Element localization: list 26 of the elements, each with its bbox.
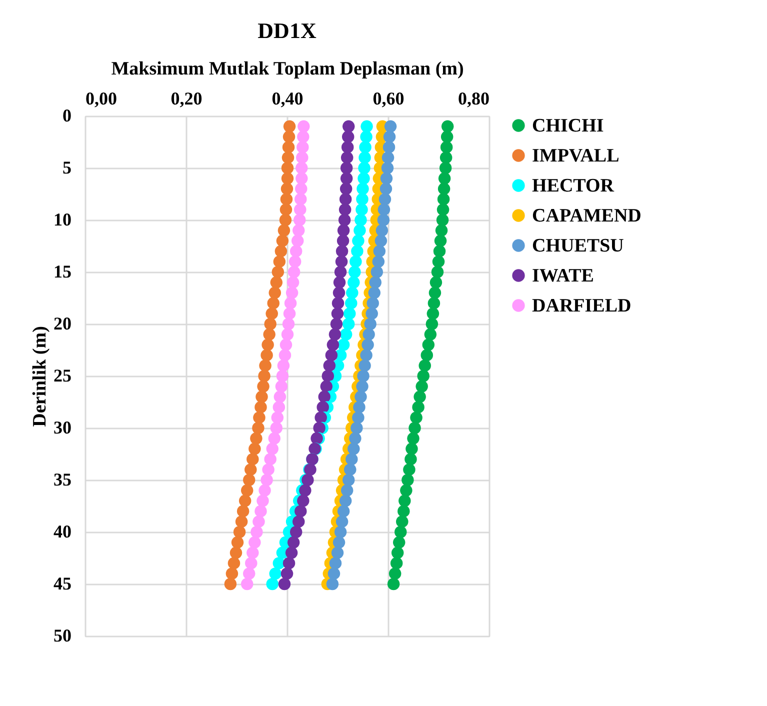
y-tick-label: 40: [54, 522, 72, 542]
y-tick-label: 25: [54, 366, 72, 386]
legend-label: CHUETSU: [532, 236, 624, 256]
x-tick-label: 0,00: [86, 88, 117, 108]
y-tick-label: 5: [62, 158, 72, 178]
legend-label: DARFIELD: [532, 296, 632, 316]
y-tick-label: 50: [54, 626, 72, 646]
chart-title: DD1X: [258, 18, 316, 43]
x-tick-label: 0,80: [458, 88, 490, 108]
legend-label: IMPVALL: [532, 146, 620, 166]
x-tick-label: 0,60: [372, 88, 404, 108]
x-tick-label: 0,40: [272, 88, 304, 108]
y-tick-label: 20: [54, 314, 72, 334]
y-tick-label: 0: [62, 106, 72, 126]
legend-label: CAPAMEND: [532, 206, 642, 226]
y-tick-label: 45: [54, 574, 72, 594]
legend-label: HECTOR: [532, 176, 614, 196]
y-tick-label: 10: [54, 210, 72, 230]
y-axis-title: Derinlik (m): [30, 326, 50, 427]
y-tick-label: 35: [54, 470, 72, 490]
y-tick-label: 30: [54, 418, 72, 438]
x-axis-title: Maksimum Mutlak Toplam Deplasman (m): [111, 58, 464, 80]
legend-label: CHICHI: [532, 116, 604, 136]
legend-label: IWATE: [532, 266, 594, 286]
x-tick-label: 0,20: [170, 88, 202, 108]
y-tick-label: 15: [54, 262, 72, 282]
